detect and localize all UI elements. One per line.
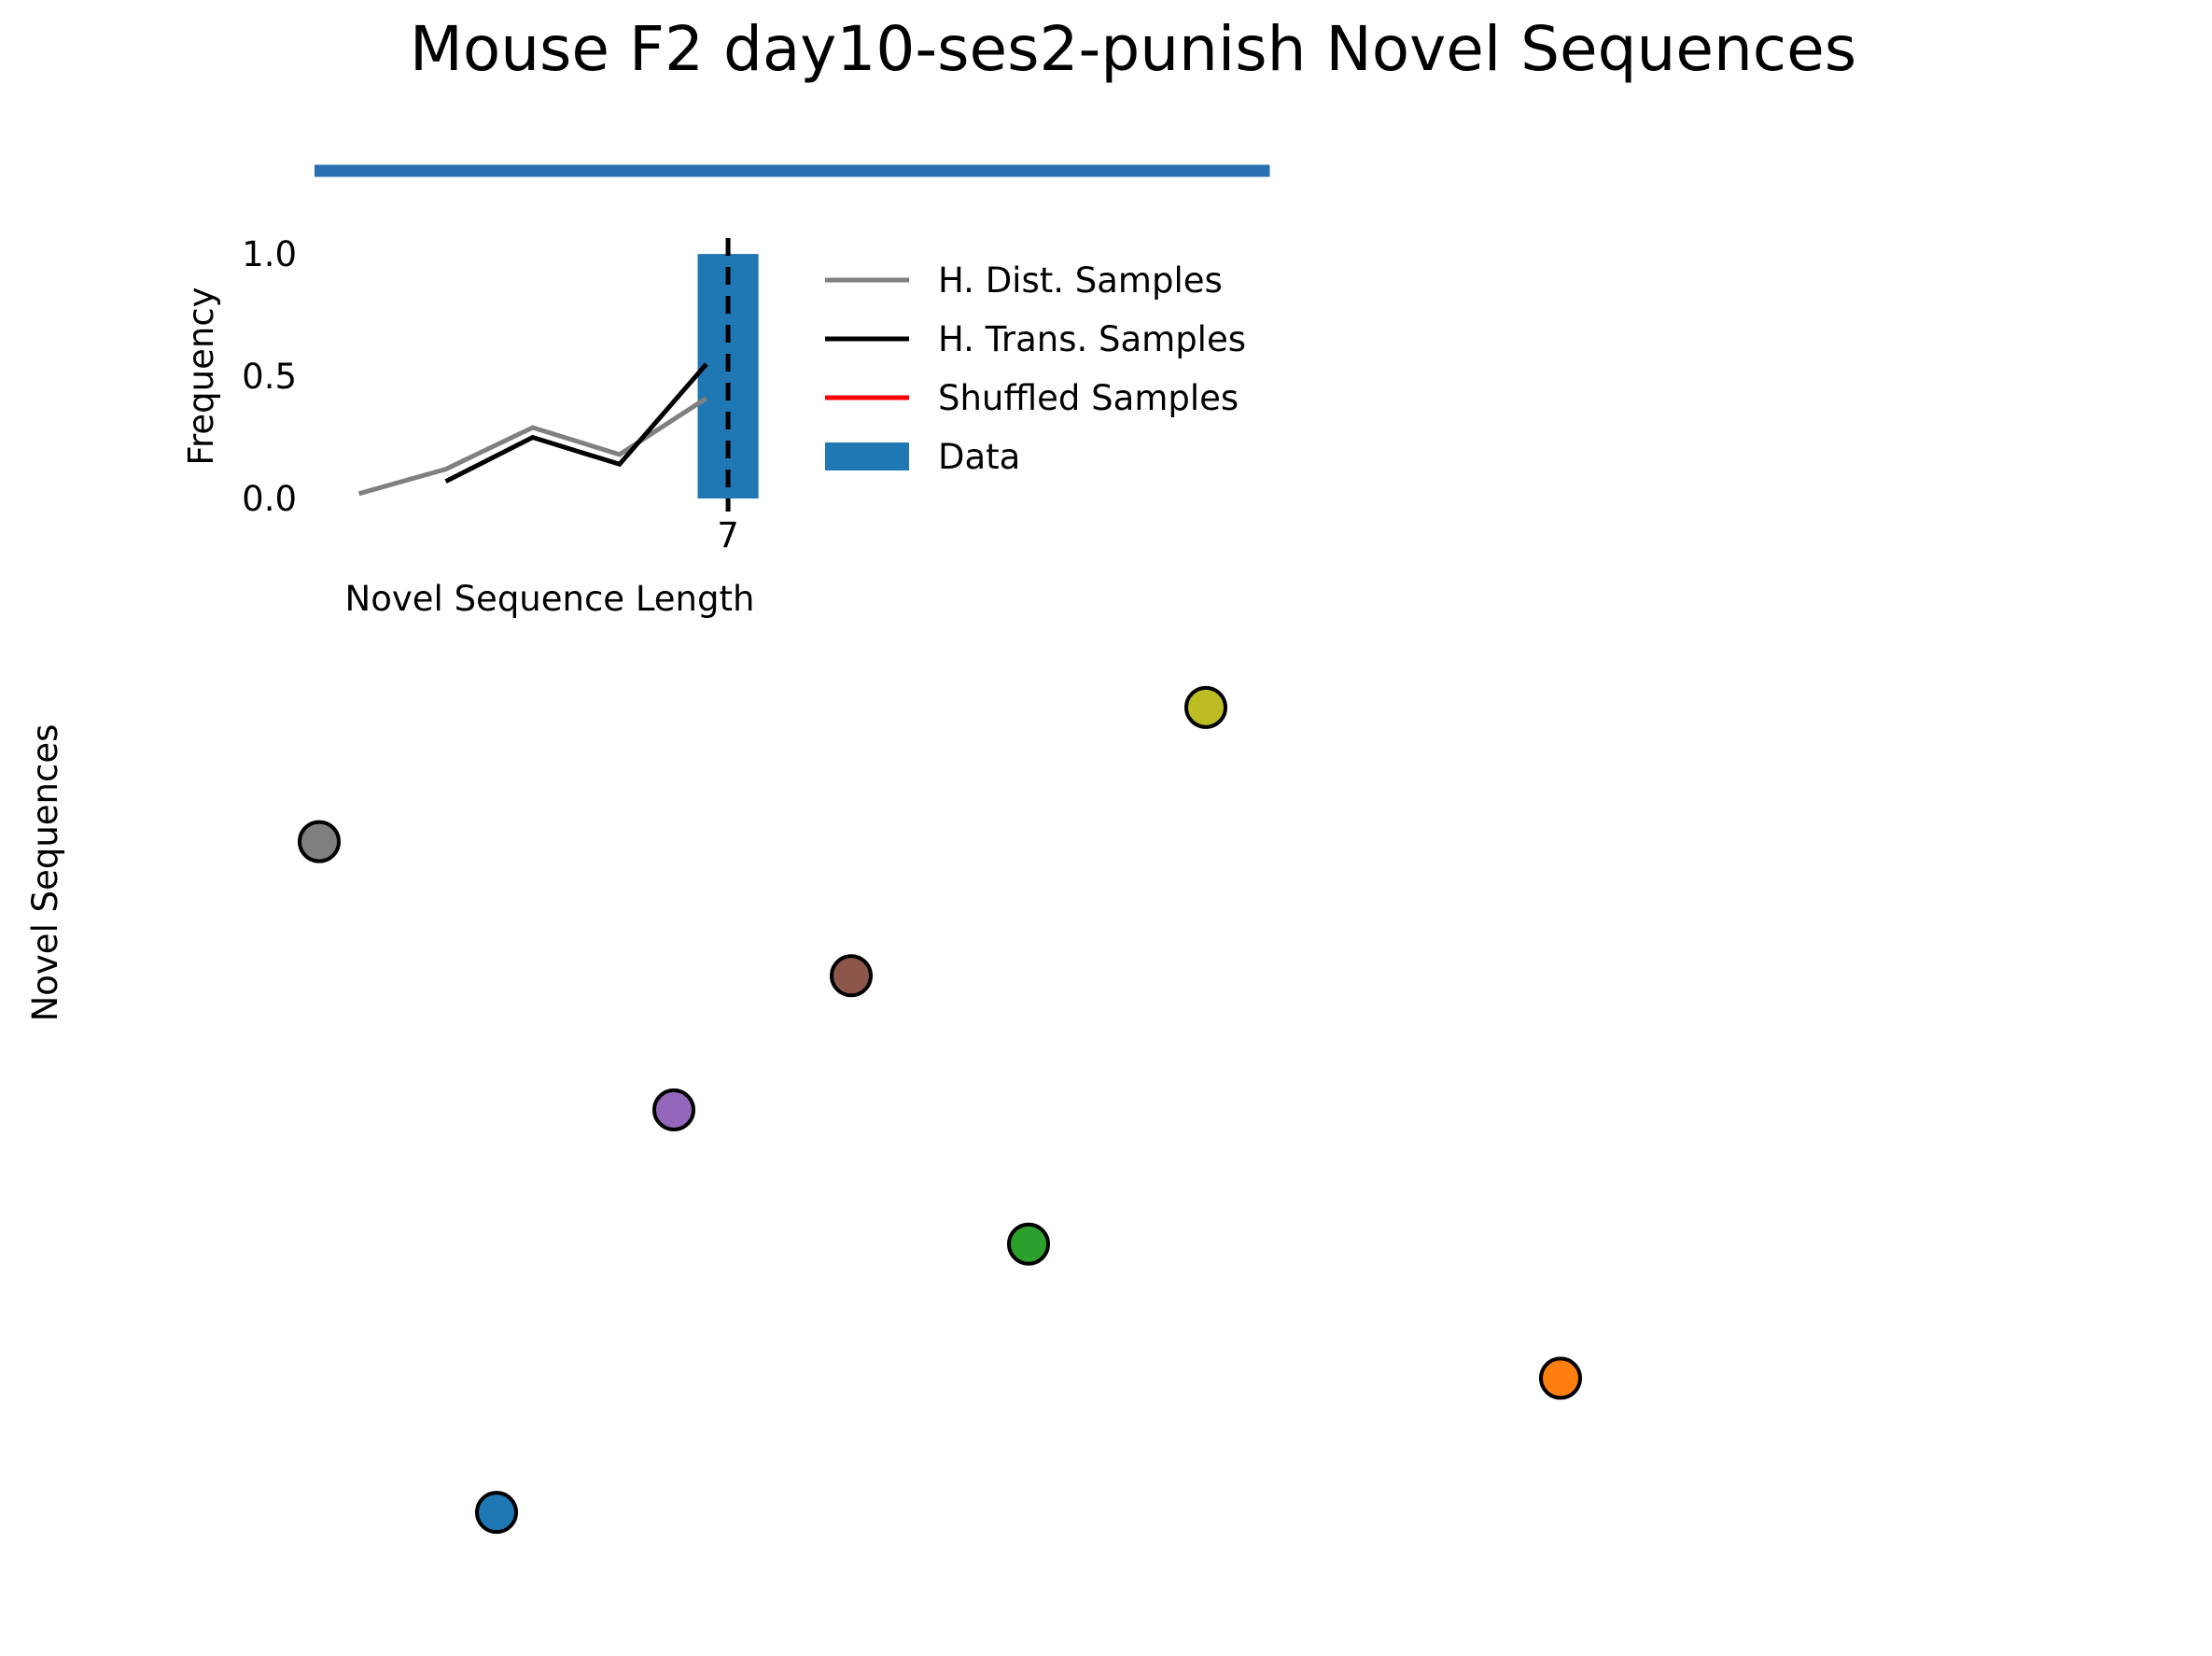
- scatter-point-2: [1539, 1356, 1582, 1400]
- inset-lines: [357, 362, 708, 497]
- legend-label: Data: [938, 437, 1020, 477]
- legend-swatch: [825, 442, 909, 470]
- legend-label: Shuffled Samples: [938, 378, 1239, 418]
- data-bar: [697, 254, 759, 498]
- chart-title: Mouse F2 day10-ses2-punish Novel Sequenc…: [410, 13, 1856, 85]
- inset-x-tick-label: 7: [717, 515, 739, 555]
- scatter-point-5: [830, 954, 873, 998]
- inset-y-tick-label: 0.0: [242, 479, 297, 519]
- inset-y-axis: 0.0 0.5 1.0: [242, 234, 297, 519]
- inset-y-axis-label: Frequency: [181, 287, 221, 465]
- scatter-point-4: [652, 1088, 695, 1131]
- inset-panel: 0.0 0.5 1.0 7 Frequency Novel Sequence Len…: [181, 234, 1246, 619]
- legend-label: H. Dist. Samples: [938, 260, 1223, 301]
- scatter-points: [298, 685, 1582, 1535]
- scatter-point-3: [1007, 1222, 1050, 1266]
- legend: H. Dist. Samples H. Trans. Samples Shuffle…: [825, 260, 1246, 477]
- inset-y-tick-label: 0.5: [242, 357, 297, 397]
- inset-x-axis: 7: [717, 498, 739, 555]
- main-y-axis-label: Novel Sequences: [25, 724, 65, 1022]
- series-line-0: [357, 396, 708, 497]
- scatter-point-1: [475, 1491, 518, 1535]
- scatter-point-7: [1184, 685, 1227, 729]
- inset-y-tick-label: 1.0: [242, 234, 297, 274]
- series-line-1: [444, 362, 708, 484]
- scatter-point-6: [298, 820, 341, 863]
- legend-label: H. Trans. Samples: [938, 319, 1246, 359]
- inset-x-axis-label: Novel Sequence Length: [345, 579, 755, 619]
- main-scatter-panel: [298, 164, 1582, 1535]
